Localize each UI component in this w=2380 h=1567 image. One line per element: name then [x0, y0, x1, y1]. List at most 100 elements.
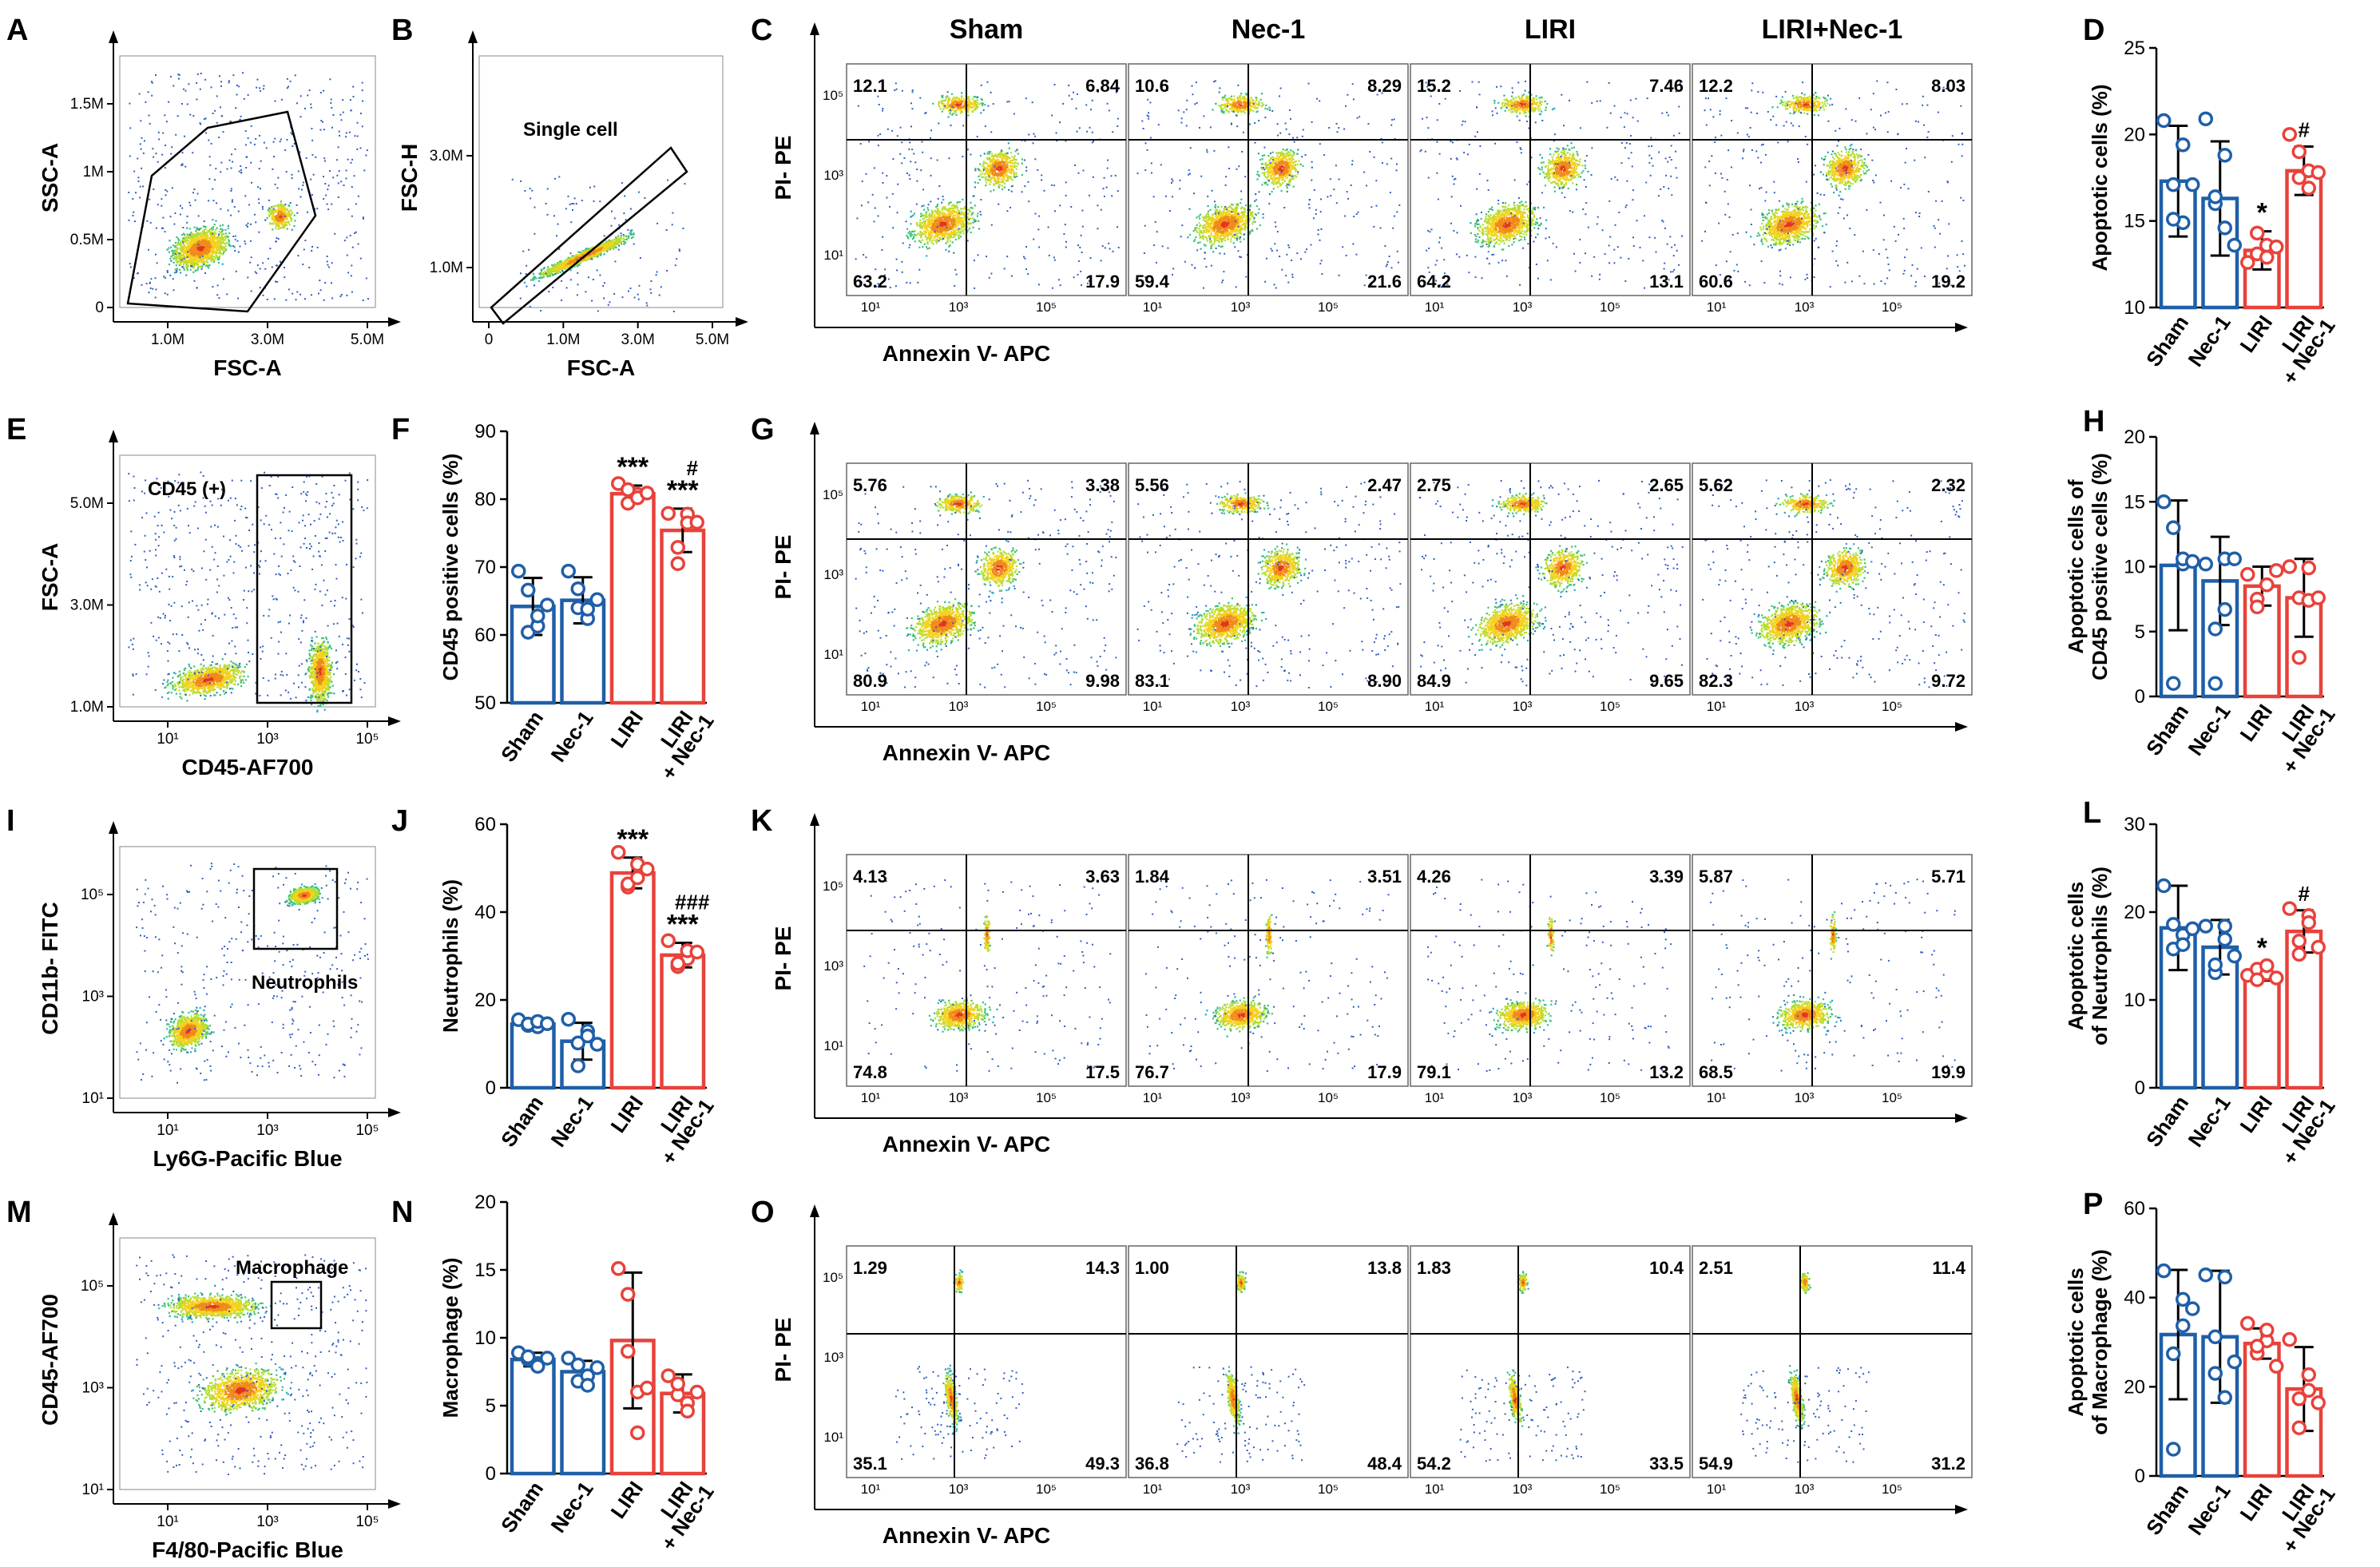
event-dot — [609, 301, 611, 303]
event-dot — [952, 216, 954, 218]
event-dot — [676, 258, 678, 260]
event-dot — [224, 232, 227, 235]
event-dot — [215, 247, 218, 249]
event-dot — [615, 243, 617, 245]
event-dot — [285, 224, 288, 226]
event-dot — [569, 264, 572, 266]
event-dot — [169, 76, 172, 78]
event-dot — [584, 249, 586, 252]
event-dot — [276, 224, 278, 226]
event-dot — [617, 243, 619, 246]
event-dot — [308, 267, 311, 268]
event-dot — [587, 254, 589, 256]
event-dot — [601, 245, 603, 248]
event-dot — [970, 222, 972, 224]
event-dot — [948, 202, 950, 204]
event-dot — [222, 241, 224, 244]
event-dot — [909, 233, 911, 236]
event-dot — [609, 241, 611, 244]
event-dot — [578, 262, 581, 265]
event-dot — [346, 236, 348, 239]
event-dot — [266, 217, 268, 220]
event-dot — [173, 257, 175, 260]
event-dot — [194, 199, 196, 201]
event-dot — [169, 216, 172, 218]
event-dot — [571, 257, 573, 260]
event-dot — [985, 181, 987, 184]
event-dot — [207, 255, 209, 258]
event-dot — [962, 198, 964, 200]
event-dot — [188, 233, 191, 236]
event-dot — [562, 266, 565, 268]
gating-yarrow — [109, 30, 118, 43]
event-dot — [918, 222, 921, 224]
event-dot — [228, 232, 231, 235]
event-dot — [189, 242, 192, 244]
event-dot — [1002, 154, 1005, 157]
event-dot — [573, 265, 576, 268]
event-dot — [190, 257, 192, 260]
event-dot — [533, 278, 535, 280]
event-dot — [208, 178, 211, 181]
event-dot — [211, 236, 213, 240]
event-dot — [557, 267, 559, 269]
event-dot — [247, 222, 249, 224]
event-dot — [981, 165, 984, 167]
event-dot — [1003, 186, 1006, 188]
event-dot — [214, 241, 216, 244]
event-dot — [226, 293, 228, 296]
event-dot — [181, 207, 184, 209]
event-dot — [164, 114, 166, 117]
event-dot — [188, 201, 191, 204]
event-dot — [230, 188, 232, 190]
event-dot — [529, 306, 531, 308]
event-dot — [348, 131, 351, 133]
event-dot — [560, 263, 562, 265]
event-dot — [944, 235, 946, 237]
event-dot — [618, 237, 621, 240]
event-dot — [224, 247, 226, 249]
event-dot — [202, 256, 204, 259]
event-dot — [607, 240, 609, 243]
event-dot — [211, 243, 213, 245]
event-dot — [338, 170, 340, 173]
event-dot — [561, 270, 564, 272]
event-dot — [684, 183, 686, 185]
event-dot — [912, 214, 914, 216]
event-dot — [201, 251, 204, 253]
event-dot — [569, 264, 571, 267]
event-dot — [200, 232, 202, 234]
event-dot — [363, 169, 366, 172]
event-dot — [198, 253, 200, 256]
event-dot — [995, 161, 998, 163]
event-dot — [560, 264, 562, 266]
event-dot — [212, 260, 215, 264]
event-dot — [603, 297, 605, 300]
event-dot — [181, 266, 184, 268]
event-dot — [274, 222, 276, 225]
event-dot — [327, 184, 330, 187]
event-dot — [545, 272, 547, 275]
event-dot — [572, 263, 574, 265]
event-dot — [952, 227, 954, 229]
y-tick-label: 0 — [95, 300, 104, 316]
event-dot — [561, 280, 563, 282]
event-dot — [192, 261, 194, 264]
event-dot — [184, 244, 186, 247]
event-dot — [218, 252, 220, 255]
event-dot — [350, 109, 352, 112]
event-dot — [217, 240, 220, 242]
event-dot — [190, 236, 192, 239]
event-dot — [919, 226, 922, 228]
event-dot — [157, 204, 159, 206]
event-dot — [269, 209, 272, 212]
event-dot — [950, 232, 953, 234]
event-dot — [188, 248, 190, 250]
event-dot — [569, 257, 572, 260]
event-dot — [275, 215, 277, 217]
event-dot — [196, 192, 199, 195]
event-dot — [557, 262, 561, 264]
event-dot — [960, 220, 962, 222]
event-dot — [940, 221, 942, 224]
